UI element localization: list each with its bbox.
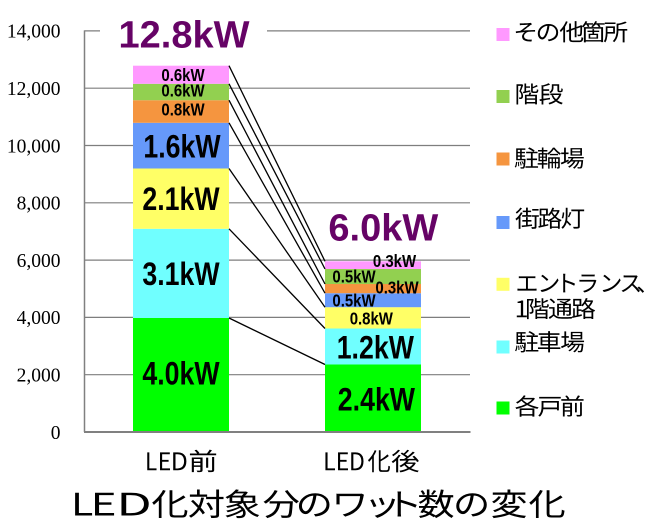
svg-text:6.0kW: 6.0kW [328, 207, 438, 249]
svg-text:10,000: 10,000 [7, 136, 61, 157]
svg-text:2.1kW: 2.1kW [142, 182, 219, 218]
svg-text:1.6kW: 1.6kW [143, 129, 220, 165]
svg-text:8,000: 8,000 [17, 194, 61, 215]
svg-text:0.8kW: 0.8kW [350, 310, 394, 329]
svg-text:14,000: 14,000 [7, 22, 61, 43]
svg-text:0.8kW: 0.8kW [161, 100, 205, 119]
svg-text:12,000: 12,000 [7, 79, 61, 100]
svg-text:0: 0 [51, 423, 61, 444]
svg-text:0.6kW: 0.6kW [161, 82, 205, 101]
svg-text:2,000: 2,000 [17, 366, 61, 387]
svg-text:4.0kW: 4.0kW [142, 356, 219, 392]
svg-text:0.3kW: 0.3kW [375, 279, 419, 298]
svg-text:4,000: 4,000 [17, 308, 61, 329]
svg-text:0.6kW: 0.6kW [161, 66, 205, 85]
svg-text:0.5kW: 0.5kW [332, 291, 376, 310]
svg-text:0.3kW: 0.3kW [373, 252, 417, 271]
svg-text:6,000: 6,000 [17, 251, 61, 272]
svg-text:0.5kW: 0.5kW [332, 267, 376, 286]
svg-text:2.4kW: 2.4kW [338, 382, 415, 418]
svg-text:12.8kW: 12.8kW [119, 14, 250, 56]
svg-text:3.1kW: 3.1kW [142, 257, 219, 293]
svg-text:1.2kW: 1.2kW [337, 330, 414, 366]
